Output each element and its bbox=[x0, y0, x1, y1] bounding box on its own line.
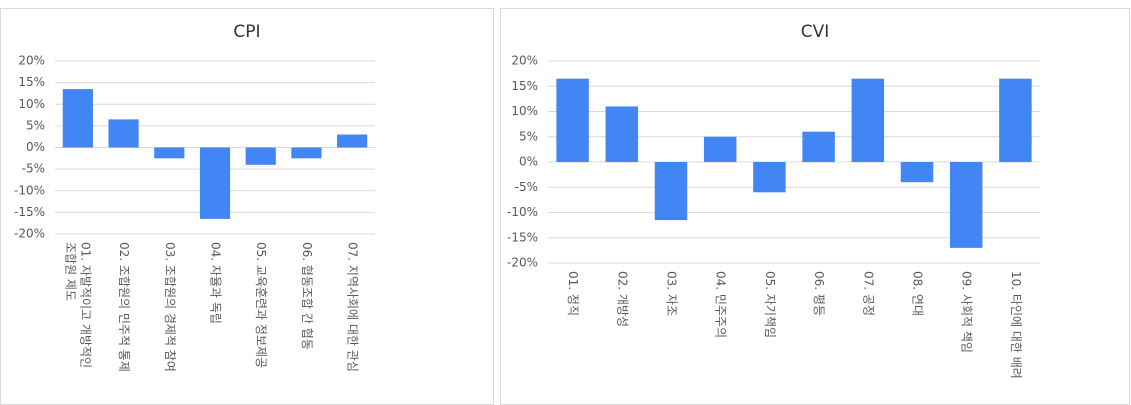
y-tick-label: -10% bbox=[507, 205, 538, 219]
x-tick-label: 05. 교육훈련과 정보제공 bbox=[254, 242, 268, 368]
x-tick-label: 06. 협동조합 간 협동 bbox=[300, 242, 314, 350]
x-tick-label: 01. 정직 bbox=[566, 271, 580, 316]
x-tick-label: 07. 지역사회에 대한 관심 bbox=[346, 242, 360, 372]
bar bbox=[337, 134, 368, 148]
bar bbox=[199, 147, 231, 219]
y-tick-label: -15% bbox=[14, 205, 45, 219]
panel bbox=[0, 8, 494, 405]
x-tick-label: 01. 자발적이고 개방적인조합원 제도 bbox=[64, 242, 93, 368]
x-tick-label: 05. 자기책임 bbox=[763, 271, 778, 338]
panel bbox=[500, 8, 1130, 405]
bar bbox=[291, 147, 322, 159]
bar bbox=[654, 162, 688, 221]
bar bbox=[245, 147, 276, 165]
bar bbox=[753, 162, 786, 193]
bar bbox=[62, 89, 93, 148]
x-tick-label: 03. 조합원의 경제적 참여 bbox=[163, 242, 177, 372]
x-tick-label: 02. 개방성 bbox=[615, 271, 629, 327]
x-tick-label: 06. 평등 bbox=[812, 271, 826, 316]
bar bbox=[802, 131, 835, 162]
bar bbox=[556, 78, 589, 162]
bar bbox=[949, 162, 983, 248]
y-tick-label: -15% bbox=[507, 230, 538, 244]
y-tick-label: -20% bbox=[14, 227, 45, 241]
bar bbox=[154, 147, 185, 159]
x-tick-label: 04. 민주주의 bbox=[714, 271, 728, 338]
x-tick-label: 08. 연대 bbox=[911, 271, 925, 316]
y-tick-label: 0% bbox=[26, 140, 45, 154]
chart-title: CPI bbox=[233, 22, 260, 42]
y-tick-label: 0% bbox=[519, 155, 538, 169]
x-tick-label: 09. 사회적 책임 bbox=[960, 271, 975, 353]
chart-title: CVI bbox=[801, 22, 830, 42]
bar bbox=[900, 162, 934, 183]
bar bbox=[605, 106, 639, 162]
y-tick-label: 15% bbox=[18, 75, 45, 89]
x-tick-label: 07. 공정 bbox=[861, 271, 875, 316]
bar bbox=[108, 119, 139, 148]
y-tick-label: -5% bbox=[515, 180, 538, 194]
y-tick-label: 10% bbox=[18, 97, 45, 111]
y-tick-label: 20% bbox=[511, 54, 538, 68]
y-tick-label: 5% bbox=[519, 129, 538, 143]
x-tick-label: 02. 조합원의 민주적 통제 bbox=[117, 242, 131, 372]
y-tick-label: 15% bbox=[511, 79, 538, 93]
y-tick-label: -5% bbox=[22, 162, 45, 176]
x-tick-label: 03. 자조 bbox=[665, 271, 679, 316]
x-tick-label: 10. 타인에 대한 배려 bbox=[1009, 271, 1023, 379]
y-tick-label: -10% bbox=[14, 183, 45, 197]
y-tick-label: 20% bbox=[18, 54, 45, 68]
bar bbox=[851, 78, 885, 162]
y-tick-label: 10% bbox=[511, 104, 538, 118]
bar bbox=[999, 78, 1032, 162]
x-tick-label: 04. 자율과 독립 bbox=[209, 242, 223, 324]
y-tick-label: 5% bbox=[26, 118, 45, 132]
bar bbox=[703, 136, 737, 162]
y-tick-label: -20% bbox=[507, 256, 538, 270]
